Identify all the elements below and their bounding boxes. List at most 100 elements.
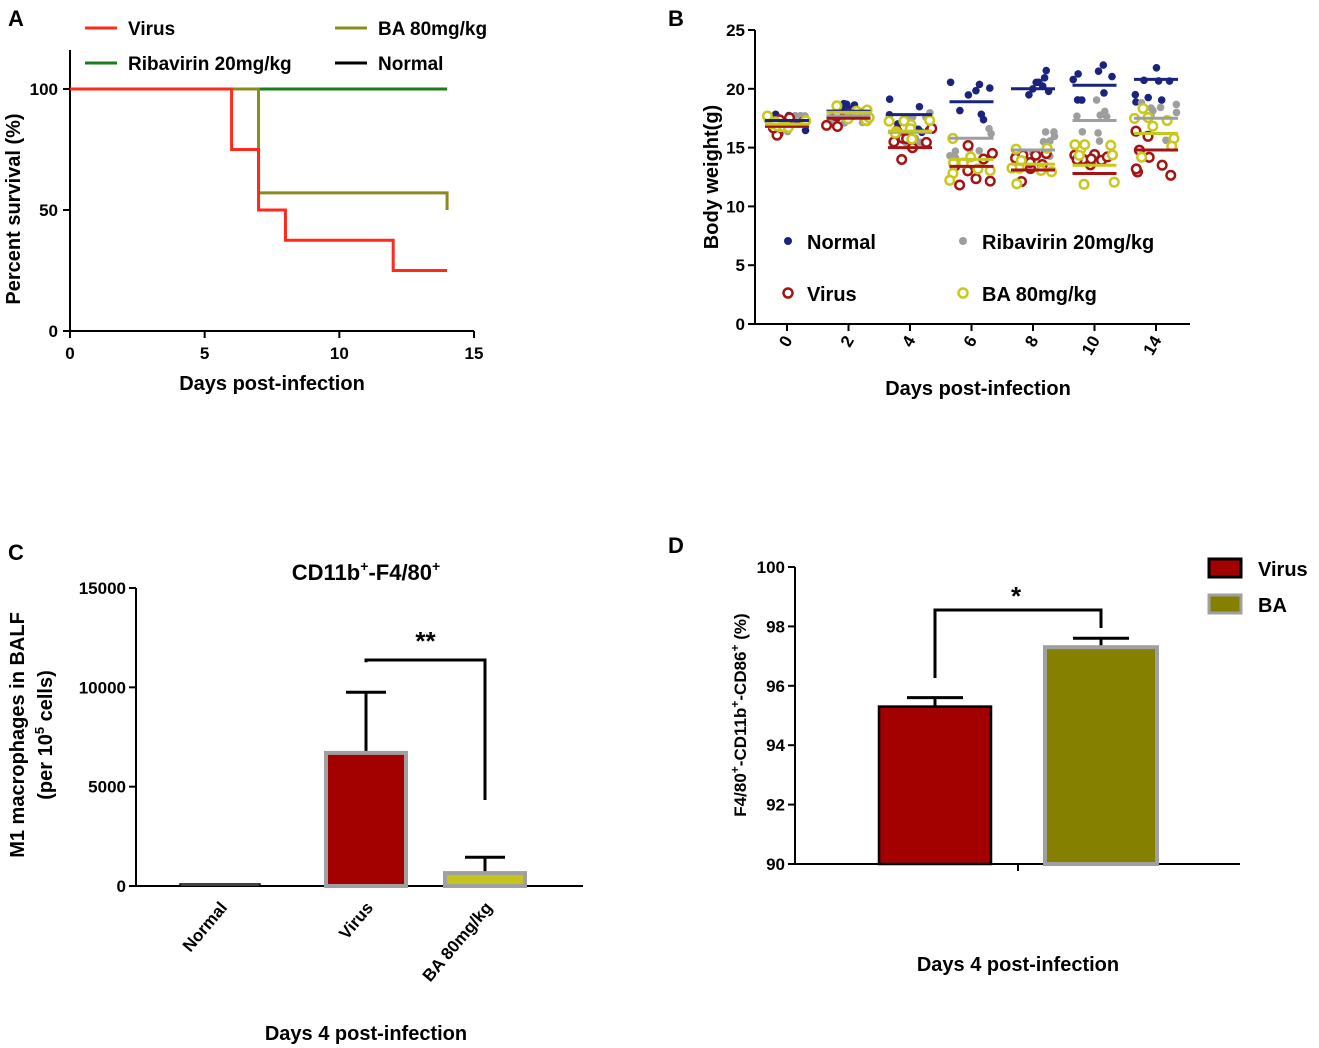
- panel-b-dot-virus: [986, 147, 998, 159]
- panel-a-legend-label: BA 80mg/kg: [378, 19, 487, 40]
- panel-b-dot-ribavirin: [1094, 129, 1102, 137]
- panel-d-ylabel-part: -CD11b: [731, 708, 750, 767]
- panel-a-legend-label: Virus: [128, 19, 175, 40]
- panel-b-dot-ribavirin: [951, 147, 960, 156]
- panel-a-line-virus: [70, 87, 448, 272]
- panel-b-xtick-label: 14: [1140, 332, 1166, 358]
- panel-b-dot-normal: [801, 126, 810, 135]
- panel-b-dot-normal: [964, 91, 973, 99]
- panel-c-ytick-label: 0: [117, 877, 126, 896]
- panel-b-xtick-label: 8: [1021, 333, 1042, 351]
- panel-d-ytick-label: 100: [757, 558, 785, 577]
- panel-d-ytick-label: 98: [766, 617, 785, 636]
- panel-b-dot-ba: [924, 114, 936, 126]
- panel-d-legend-swatch: [1207, 557, 1243, 579]
- panel-b-dot-virus: [821, 119, 833, 131]
- panel-b-dot-normal: [979, 115, 988, 124]
- panel-b-legend-marker: [784, 237, 792, 245]
- panel-b-dot-ba: [898, 115, 910, 127]
- panel-b-dot-normal: [1131, 90, 1140, 99]
- panel-b-dot-ribavirin: [1172, 108, 1181, 117]
- panel-d-bar-ba: [1043, 645, 1159, 866]
- panel-b-dot-ribavirin: [1073, 112, 1081, 120]
- panel-b-dot-ba: [906, 133, 918, 145]
- panel-b-dot-ba: [1073, 149, 1085, 161]
- panel-d-ytick-label: 92: [766, 796, 785, 815]
- panel-b-dot-normal: [1108, 72, 1116, 81]
- panel-b-dot-ba: [1147, 120, 1159, 132]
- panel-b-legend-label: BA 80mg/kg: [982, 284, 1097, 306]
- panel-a-ytick-label: 100: [30, 80, 58, 99]
- panel-c-bars: **: [179, 626, 527, 889]
- panel-b-dot-ribavirin: [1162, 136, 1170, 145]
- panel-b-ytick-label: 25: [726, 21, 745, 40]
- panel-a-xtick-label: 10: [330, 344, 349, 363]
- panel-b-dot-virus: [984, 175, 996, 187]
- panel-d-legend-swatch: [1207, 593, 1243, 615]
- panel-b-dot-normal: [1035, 78, 1043, 87]
- panel-a-legend-label: Normal: [378, 54, 443, 75]
- panel-b-dot-virus: [896, 153, 908, 166]
- panel-c-xtick-label: Virus: [335, 898, 377, 943]
- panel-d-axes: 90 92 94 96 98 100: [757, 558, 1240, 874]
- panel-b-ytick-label: 20: [726, 80, 745, 99]
- panel-b-legend-label: Virus: [807, 284, 857, 306]
- panel-d-ytick-label: 90: [766, 855, 785, 874]
- panel-b-dot-virus: [954, 179, 966, 191]
- panel-b-dot-virus: [831, 120, 843, 133]
- panel-a-survival-chart: Virus Ribavirin 20mg/kg BA 80mg/kg Normal 0…: [3, 19, 487, 395]
- panel-b-ytick-label: 10: [726, 197, 745, 216]
- panel-b-dot-ba: [883, 115, 895, 127]
- panel-b-dot-normal: [1152, 64, 1161, 72]
- panel-b-xtick-label: 6: [960, 333, 981, 351]
- panel-d-ylabel: F4/80+-CD11b+-CD86+ (%): [728, 613, 750, 816]
- panel-b-legend-marker: [957, 287, 969, 299]
- panel-d-xlabel: Days 4 post-infection: [917, 954, 1119, 976]
- panel-b-dot-ba: [1105, 139, 1117, 151]
- panel-b-dot-ribavirin: [975, 146, 983, 155]
- panel-a-ytick-label: 50: [39, 201, 58, 220]
- panel-b-dot-normal: [1144, 93, 1153, 102]
- panel-b-dot-normal: [985, 84, 994, 92]
- panel-b-xtick-label: 0: [775, 333, 796, 351]
- panel-b-dot-virus: [1156, 159, 1168, 171]
- panel-b-dot-ribavirin: [1172, 100, 1181, 109]
- panel-b-xtick-label: 10: [1078, 333, 1104, 359]
- panel-b-dot-virus: [1085, 153, 1097, 165]
- panel-label-c: C: [8, 540, 24, 565]
- panel-b-dot-normal: [946, 78, 955, 87]
- panel-b-dot-normal: [1040, 74, 1049, 82]
- panel-b-legend: Normal Ribavirin 20mg/kg Virus BA 80mg/kg: [782, 232, 1154, 306]
- panel-c-bar-ba: [443, 871, 527, 889]
- panel-c-ytick-label: 10000: [79, 678, 126, 697]
- panel-b-dot-virus: [1165, 169, 1177, 181]
- panel-d-bar-virus: [877, 705, 993, 866]
- panel-c-title: CD11b+-F4/80+: [292, 558, 440, 585]
- panel-a-legend: Virus Ribavirin 20mg/kg BA 80mg/kg Normal: [85, 19, 487, 75]
- panel-b-dot-virus: [1130, 163, 1142, 175]
- panel-b-means: [765, 77, 1178, 175]
- panel-b-dot-ribavirin: [1041, 128, 1050, 136]
- panel-a-ytick-label: 0: [49, 322, 58, 341]
- panel-b-dot-normal: [915, 102, 924, 111]
- panel-c-xtick-label: Normal: [179, 898, 231, 955]
- panel-b-dot-ribavirin: [1095, 137, 1104, 145]
- panel-b-legend-label: Ribavirin 20mg/kg: [982, 232, 1154, 254]
- panel-b-dot-ba: [1108, 176, 1120, 188]
- panel-b-legend-marker: [782, 287, 794, 299]
- panel-b-ylabel: Body weight(g): [701, 105, 723, 249]
- panel-b-dot-normal: [1042, 66, 1051, 75]
- panel-a-ylabel: Percent survival (%): [3, 113, 25, 304]
- panel-b-dot-ribavirin: [1096, 111, 1104, 119]
- panel-b-dot-ba: [1136, 151, 1148, 163]
- panel-a-lines: [70, 87, 449, 272]
- panel-b-dot-normal: [972, 86, 980, 95]
- panel-b-dot-ba: [1106, 149, 1118, 161]
- panel-d-ytick-label: 94: [766, 736, 785, 755]
- panel-b-legend-label: Normal: [807, 232, 876, 254]
- panel-c-ylabel-line2: (per 105 cells): [32, 670, 57, 800]
- panel-c-m1-macrophage-chart: CD11b+-F4/80+ 0 5000 10000 15000 Normal Virus…: [7, 558, 583, 1045]
- panel-b-dot-normal: [1132, 98, 1140, 106]
- panel-b-dot-normal: [1073, 96, 1082, 104]
